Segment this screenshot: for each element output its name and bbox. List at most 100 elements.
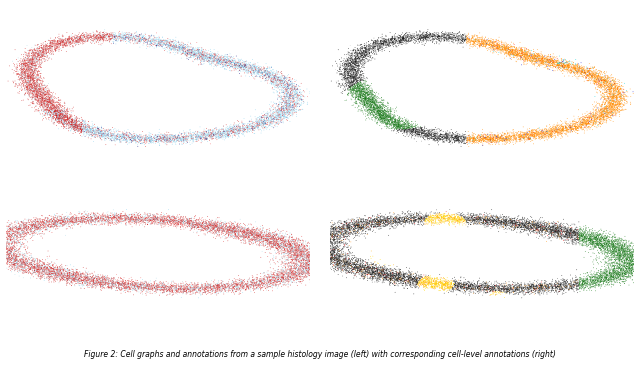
Point — [339, 223, 349, 229]
Point — [129, 285, 139, 291]
Point — [49, 224, 60, 229]
Point — [62, 270, 72, 276]
Point — [119, 280, 129, 286]
Point — [209, 225, 219, 231]
Point — [380, 223, 390, 229]
Point — [100, 276, 110, 281]
Point — [337, 61, 348, 67]
Point — [265, 273, 275, 279]
Point — [182, 285, 193, 291]
Point — [578, 68, 588, 74]
Point — [460, 36, 470, 42]
Point — [196, 221, 207, 227]
Point — [277, 109, 287, 115]
Point — [374, 109, 384, 115]
Point — [18, 257, 28, 263]
Point — [214, 55, 225, 61]
Point — [348, 255, 358, 261]
Point — [174, 45, 184, 51]
Point — [486, 131, 497, 137]
Point — [83, 219, 93, 224]
Point — [400, 281, 410, 287]
Point — [504, 284, 514, 290]
Point — [287, 107, 297, 113]
Point — [357, 274, 367, 280]
Point — [98, 134, 108, 139]
Point — [413, 214, 424, 220]
Point — [169, 285, 179, 291]
Point — [18, 221, 28, 227]
Point — [577, 238, 588, 243]
Point — [52, 107, 63, 113]
Point — [441, 280, 451, 285]
Point — [388, 218, 399, 224]
Point — [132, 35, 142, 41]
Point — [330, 257, 340, 262]
Point — [391, 130, 401, 136]
Point — [255, 232, 265, 238]
Point — [258, 277, 268, 283]
Point — [420, 278, 430, 284]
Point — [20, 51, 30, 57]
Point — [106, 130, 116, 136]
Point — [269, 84, 280, 90]
Point — [572, 227, 582, 232]
Point — [589, 280, 600, 286]
Point — [618, 266, 628, 272]
Point — [420, 278, 430, 284]
Point — [180, 41, 190, 47]
Point — [375, 115, 385, 120]
Point — [293, 100, 303, 106]
Point — [172, 221, 182, 227]
Point — [548, 227, 558, 233]
Point — [608, 238, 618, 244]
Point — [623, 271, 634, 277]
Point — [559, 64, 569, 70]
Point — [394, 217, 404, 223]
Point — [10, 248, 20, 254]
Point — [189, 286, 200, 292]
Point — [332, 225, 342, 231]
Point — [624, 255, 634, 261]
Point — [26, 60, 36, 66]
Point — [353, 256, 364, 262]
Point — [36, 52, 46, 57]
Point — [544, 134, 554, 140]
Point — [524, 129, 534, 135]
Point — [380, 32, 390, 38]
Point — [489, 41, 499, 47]
Point — [105, 132, 115, 138]
Point — [95, 282, 106, 288]
Point — [278, 103, 288, 109]
Point — [360, 77, 371, 83]
Point — [26, 100, 36, 106]
Point — [343, 83, 353, 89]
Point — [618, 272, 628, 278]
Point — [508, 284, 518, 290]
Point — [70, 273, 80, 279]
Point — [436, 37, 446, 43]
Point — [576, 69, 586, 75]
Point — [511, 135, 521, 141]
Point — [193, 285, 203, 291]
Point — [493, 45, 503, 51]
Point — [358, 50, 368, 56]
Point — [31, 88, 41, 94]
Point — [251, 63, 261, 69]
Point — [157, 40, 167, 45]
Point — [78, 30, 88, 36]
Point — [17, 67, 28, 72]
Point — [330, 264, 340, 270]
Point — [349, 262, 360, 268]
Point — [124, 32, 134, 38]
Point — [158, 134, 168, 140]
Point — [509, 218, 520, 224]
Point — [412, 276, 422, 281]
Point — [413, 37, 423, 43]
Point — [355, 66, 365, 72]
Point — [26, 265, 36, 271]
Point — [44, 274, 54, 280]
Point — [67, 43, 77, 49]
Point — [230, 63, 241, 68]
Point — [591, 71, 601, 77]
